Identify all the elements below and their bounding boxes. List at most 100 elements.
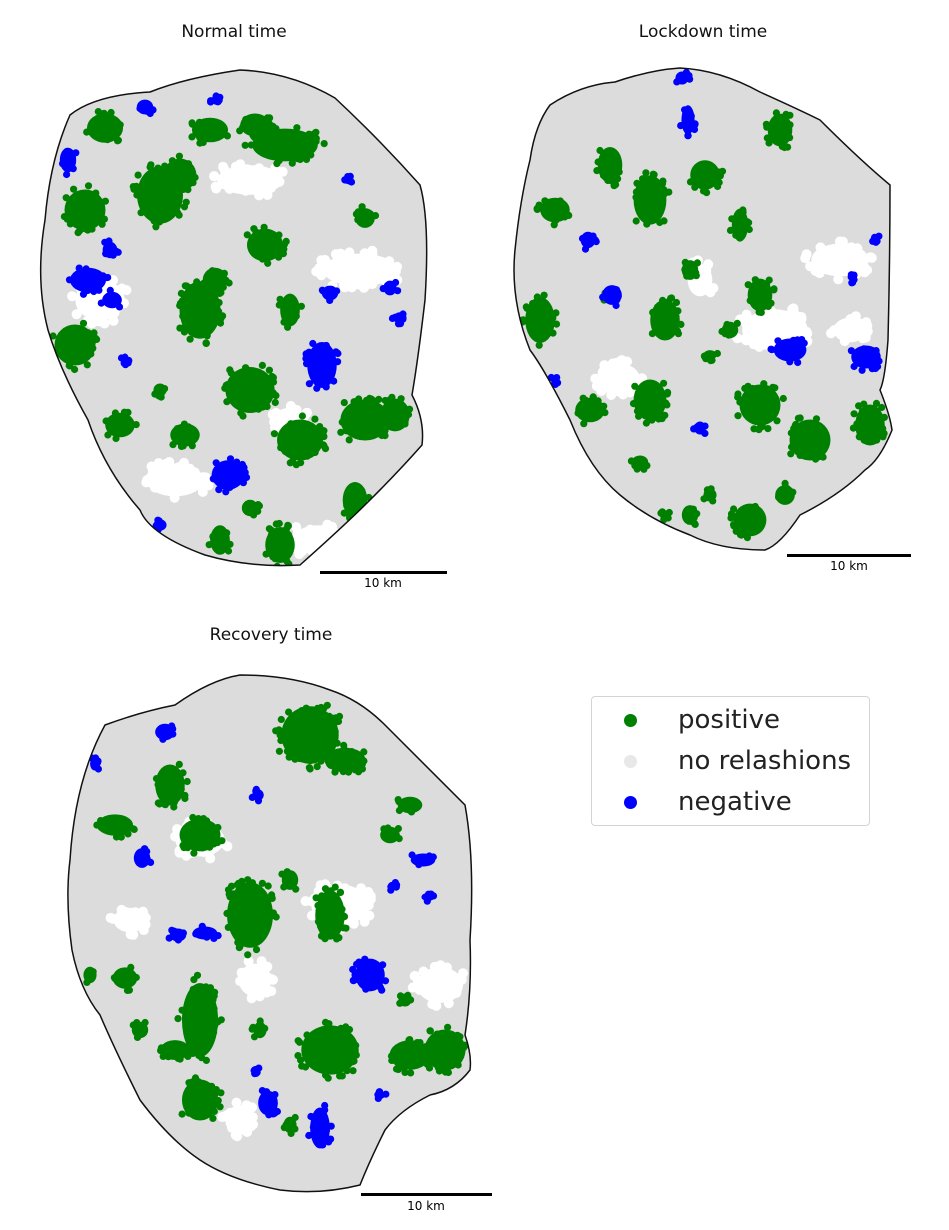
positive-cluster xyxy=(849,399,889,446)
positive-cluster xyxy=(241,122,328,168)
positive-cluster xyxy=(648,294,685,341)
positive-cluster xyxy=(151,383,169,401)
panel-title-recovery: Recovery time xyxy=(209,625,333,645)
positive-cluster xyxy=(174,971,225,1064)
positive-cluster xyxy=(681,258,702,280)
scale-label-recovery: 10 km xyxy=(407,1199,445,1213)
legend-item-negative: negative xyxy=(592,787,869,817)
scale-label-lockdown: 10 km xyxy=(830,559,868,573)
positive-cluster xyxy=(200,267,233,298)
region-outline-2 xyxy=(67,674,473,1193)
positive-cluster xyxy=(152,760,191,811)
legend-marker-neutral xyxy=(624,754,637,768)
scale-label-normal: 10 km xyxy=(364,576,402,590)
positive-cluster xyxy=(179,813,226,857)
negative-cluster xyxy=(207,92,224,106)
positive-cluster xyxy=(324,741,368,776)
positive-cluster xyxy=(294,1018,360,1082)
negative-cluster xyxy=(133,845,155,868)
positive-cluster xyxy=(129,1018,149,1041)
scale-bar-recovery xyxy=(361,1193,492,1196)
positive-cluster xyxy=(574,393,609,428)
positive-cluster xyxy=(312,883,350,943)
negative-cluster xyxy=(578,231,600,253)
positive-cluster xyxy=(278,868,300,893)
legend-marker-positive xyxy=(624,713,637,727)
positive-cluster xyxy=(157,1040,192,1063)
negative-cluster xyxy=(209,455,251,496)
legend: positive no relashions negative xyxy=(591,696,870,826)
positive-cluster xyxy=(681,505,701,529)
negative-cluster xyxy=(547,373,562,388)
positive-cluster xyxy=(700,349,722,365)
negative-cluster xyxy=(767,336,808,367)
positive-cluster xyxy=(178,1074,225,1122)
positive-cluster xyxy=(176,278,227,347)
negative-cluster xyxy=(59,147,80,179)
negative-cluster xyxy=(97,286,124,311)
positive-cluster xyxy=(223,876,280,959)
negative-cluster xyxy=(117,353,133,369)
positive-cluster xyxy=(236,113,274,141)
legend-item-positive: positive xyxy=(592,705,869,735)
negative-cluster xyxy=(101,237,122,259)
positive-cluster xyxy=(718,319,741,339)
positive-cluster xyxy=(396,991,415,1007)
negative-cluster xyxy=(690,421,709,437)
positive-cluster xyxy=(657,508,673,524)
scale-bar-lockdown xyxy=(787,554,911,557)
legend-item-neutral: no relashions xyxy=(592,746,869,776)
empty-cluster xyxy=(105,904,151,940)
negative-cluster xyxy=(155,722,177,743)
positive-cluster xyxy=(110,963,140,995)
panel-title-normal: Normal time xyxy=(181,22,287,42)
region-outline-1 xyxy=(513,67,893,551)
positive-cluster xyxy=(593,146,623,190)
positive-cluster xyxy=(83,108,124,145)
legend-label-positive: positive xyxy=(678,705,780,735)
negative-cluster xyxy=(379,278,402,296)
positive-cluster xyxy=(727,502,767,542)
positive-cluster xyxy=(775,479,797,505)
positive-cluster xyxy=(221,361,280,420)
empty-cluster xyxy=(826,311,873,347)
positive-cluster xyxy=(394,796,423,816)
empty-cluster xyxy=(209,159,288,201)
positive-cluster xyxy=(380,824,403,844)
negative-cluster xyxy=(847,345,883,374)
negative-cluster xyxy=(341,172,356,186)
negative-cluster xyxy=(599,285,622,310)
negative-cluster xyxy=(165,926,187,944)
positive-cluster xyxy=(632,169,673,228)
negative-cluster xyxy=(250,1064,263,1078)
positive-cluster xyxy=(533,197,573,229)
positive-cluster xyxy=(248,1017,269,1041)
negative-cluster xyxy=(302,339,342,392)
positive-cluster xyxy=(262,519,295,566)
map-panel-2 xyxy=(67,674,473,1193)
neutral-area-1 xyxy=(514,68,892,550)
negative-cluster xyxy=(248,785,264,805)
negative-cluster xyxy=(192,922,222,943)
legend-label-negative: negative xyxy=(678,787,792,817)
positive-cluster xyxy=(762,109,794,152)
empty-cluster xyxy=(407,960,468,1011)
positive-cluster xyxy=(241,499,263,519)
positive-cluster xyxy=(188,117,231,147)
negative-cluster xyxy=(305,1101,335,1149)
empty-cluster xyxy=(311,245,403,293)
negative-cluster xyxy=(349,955,390,994)
positive-cluster xyxy=(205,525,234,555)
negative-cluster xyxy=(374,1088,390,1102)
negative-cluster xyxy=(869,232,883,246)
negative-cluster xyxy=(677,105,699,140)
negative-cluster xyxy=(388,310,407,328)
positive-cluster xyxy=(49,319,101,374)
negative-cluster xyxy=(152,516,167,534)
legend-marker-negative xyxy=(624,795,637,809)
empty-cluster xyxy=(800,236,877,285)
negative-cluster xyxy=(387,879,401,894)
negative-cluster xyxy=(673,68,694,86)
positive-cluster xyxy=(102,408,140,443)
